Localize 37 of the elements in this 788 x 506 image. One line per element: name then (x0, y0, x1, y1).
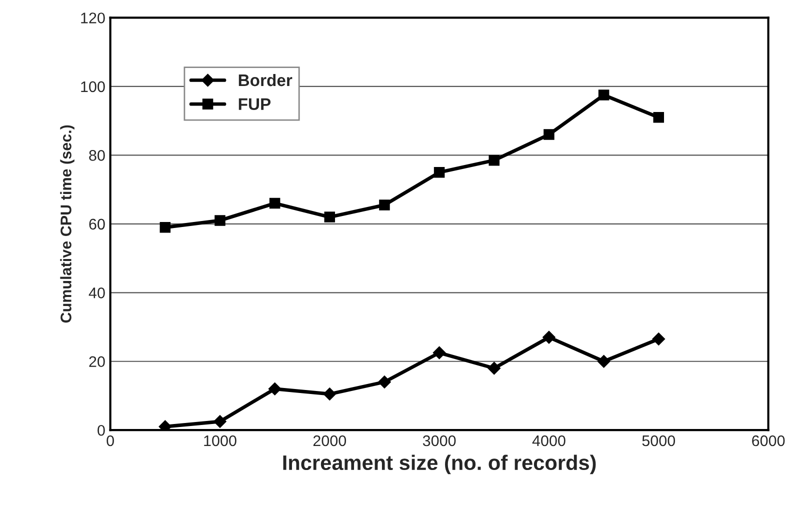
point (597, 354, 610, 368)
x-axis-title: Increament size (no. of records) (283, 454, 596, 474)
point (432, 346, 446, 360)
x-tick-label: 3000 (422, 435, 456, 446)
point (268, 382, 282, 396)
point (488, 154, 500, 166)
point (378, 376, 391, 388)
x-tick-label: 2000 (313, 435, 346, 446)
x-tick-label: 0 (106, 435, 114, 446)
y-tick-label: 20 (89, 356, 105, 368)
x-tick-label: 1000 (204, 435, 236, 446)
point (434, 166, 445, 178)
point (214, 215, 226, 226)
y-tick-label: 120 (81, 12, 105, 24)
point (160, 222, 171, 233)
legend-label: Border (238, 74, 292, 86)
legend-label: FUP (238, 98, 271, 110)
point (214, 415, 226, 428)
point (598, 90, 610, 100)
point (652, 332, 666, 346)
point (653, 112, 664, 123)
point (488, 362, 501, 375)
y-tick-label: 0 (98, 424, 105, 436)
point (269, 198, 280, 209)
y-tick-label: 80 (89, 150, 105, 161)
point (323, 388, 336, 400)
point (324, 212, 336, 222)
point (542, 330, 556, 344)
point (379, 200, 390, 210)
x-tick-label: 4000 (532, 435, 566, 446)
point (544, 129, 554, 140)
y-tick-label: 40 (88, 288, 105, 298)
x-tick-label: 5000 (642, 435, 676, 446)
y-tick-label: 100 (81, 81, 105, 92)
y-tick-label: 60 (89, 218, 105, 230)
y-axis-title: Cumulative CPU time (sec.) (60, 125, 74, 323)
x-tick-label: 6000 (752, 435, 785, 446)
